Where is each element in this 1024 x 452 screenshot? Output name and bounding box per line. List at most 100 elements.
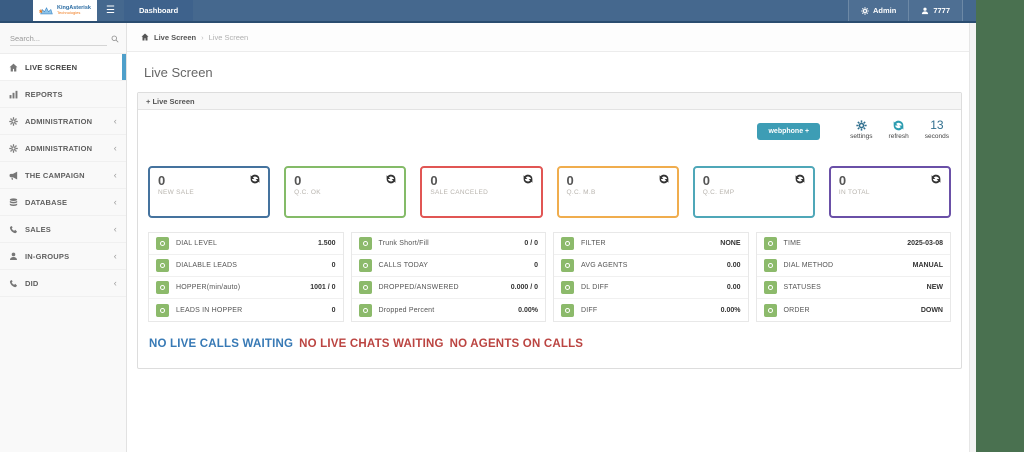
sidebar-item-live-screen[interactable]: LIVE SCREEN [0,54,126,81]
vertical-scrollbar[interactable] [969,23,976,452]
refresh-button[interactable]: refresh [889,120,909,140]
table-row: DL DIFF 0.00 [554,277,748,299]
navbar-spacer [193,0,848,21]
stat-card-qc-mb: 0 Q.C. M.B [556,166,679,218]
database-icon [9,198,18,207]
app-logo[interactable]: * KingAsterisk Technologies [33,0,97,21]
row-label: DIFF [581,306,598,314]
table-row: FILTER NONE [554,233,748,255]
row-value: 0.00 [726,284,741,291]
gear-icon [856,120,867,131]
row-value: 0 [534,262,538,269]
table-row: Dropped Percent 0.00% [352,299,546,321]
row-label: DIAL METHOD [783,262,834,269]
sidebar-item-did[interactable]: DID ‹ [0,270,126,297]
browser-viewport: * KingAsterisk Technologies ☰ Dashboard … [0,0,976,452]
table-row: STATUSES NEW [756,277,950,299]
row-label: ORDER [783,306,810,314]
sidebar: LIVE SCREEN REPORTS ADMINISTRATION ‹ ADM… [0,23,127,452]
info-tables-row: DIAL LEVEL 1.500 DIALABLE LEADS 0 [148,232,951,322]
status-no-live-chats: NO LIVE CHATS WAITING [299,338,444,350]
row-value: 0.000 / 0 [510,284,538,291]
row-label: STATUSES [783,284,822,291]
card-label: Q.C. OK [294,189,321,196]
logo-text-primary: KingAsterisk [57,4,91,11]
breadcrumb-root[interactable]: Live Screen [154,32,197,42]
settings-button[interactable]: settings [850,120,873,140]
search-icon[interactable] [111,35,119,43]
card-value: 0 [702,173,710,188]
card-label: NEW SALE [158,189,194,196]
search-input[interactable] [10,32,107,46]
refresh-icon[interactable] [931,174,941,184]
nav-dashboard-link[interactable]: Dashboard [124,0,194,21]
sidebar-item-label: SALES [25,224,52,234]
row-value: 0.00% [518,306,538,314]
table-row: CALLS TODAY 0 [351,255,545,277]
webphone-button[interactable]: webphone + [757,123,821,140]
nav-admin-menu[interactable]: Admin [847,0,909,21]
status-dot-icon [156,303,169,317]
sidebar-item-label: ADMINISTRATION [25,143,93,153]
sidebar-item-administration-1[interactable]: ADMINISTRATION ‹ [0,108,126,135]
card-label: SALE CANCELED [430,189,489,196]
status-dot-icon [763,237,777,250]
sidebar-search [0,23,126,54]
card-label: IN TOTAL [838,189,870,196]
row-value: NONE [720,240,741,247]
refresh-countdown: 13 seconds [925,119,949,140]
status-dot-icon [763,281,777,294]
sidebar-item-reports[interactable]: REPORTS [0,81,126,108]
status-dot-icon [156,259,169,272]
sidebar-item-administration-2[interactable]: ADMINISTRATION ‹ [0,135,126,162]
nav-user-menu[interactable]: 7777 [908,0,963,21]
sidebar-item-label: ADMINISTRATION [25,116,93,126]
user-icon [9,252,18,261]
row-value: 0 [331,262,336,269]
sidebar-item-database[interactable]: DATABASE ‹ [0,189,126,216]
dashboard-label: Dashboard [139,6,179,15]
row-value: 0.00 [726,262,741,269]
table-row: LEADS IN HOPPER 0 [149,299,343,321]
gear-icon [9,144,18,153]
sidebar-item-in-groups[interactable]: IN-GROUPS ‹ [0,243,126,270]
refresh-icon[interactable] [659,174,669,184]
row-label: DROPPED/ANSWERED [378,284,459,291]
chevron-left-icon: ‹ [113,170,117,180]
chart-icon [9,90,18,99]
live-screen-panel: + Live Screen webphone + settings [137,92,962,369]
stat-card-qc-ok: 0 Q.C. OK [284,166,407,218]
row-value: 0 [331,306,336,314]
sidebar-item-label: THE CAMPAIGN [25,170,85,180]
menu-toggle-icon[interactable]: ☰ [106,5,115,16]
page-title: Live Screen [144,65,213,80]
phone-icon [9,225,18,234]
status-dot-icon [763,303,777,317]
row-label: CALLS TODAY [378,262,429,269]
chevron-left-icon: ‹ [113,278,117,288]
refresh-icon[interactable] [386,174,396,184]
status-dot-icon [358,237,372,250]
refresh-icon[interactable] [250,174,260,184]
sidebar-item-the-campaign[interactable]: THE CAMPAIGN ‹ [0,162,126,189]
top-navbar: * KingAsterisk Technologies ☰ Dashboard … [0,0,976,23]
card-value: 0 [158,173,166,188]
chevron-left-icon: ‹ [113,143,117,153]
settings-label: settings [850,133,873,140]
chevron-left-icon: ‹ [113,224,117,234]
breadcrumb-current: Live Screen [208,32,249,42]
panel-header-toggle[interactable]: + Live Screen [138,93,961,110]
crown-icon: * [39,7,54,17]
refresh-icon[interactable] [795,174,805,184]
refresh-icon[interactable] [523,174,533,184]
row-label: FILTER [581,240,606,247]
card-value: 0 [566,173,574,188]
gear-icon [861,7,869,15]
table-row: AVG AGENTS 0.00 [554,255,748,277]
breadcrumb: Live Screen › Live Screen [127,23,976,52]
status-no-agents: NO AGENTS ON CALLS [449,338,584,350]
status-dot-icon [561,237,574,250]
sidebar-item-sales[interactable]: SALES ‹ [0,216,126,243]
refresh-icon [893,120,904,131]
main-content: Live Screen › Live Screen Live Screen + … [127,23,976,452]
